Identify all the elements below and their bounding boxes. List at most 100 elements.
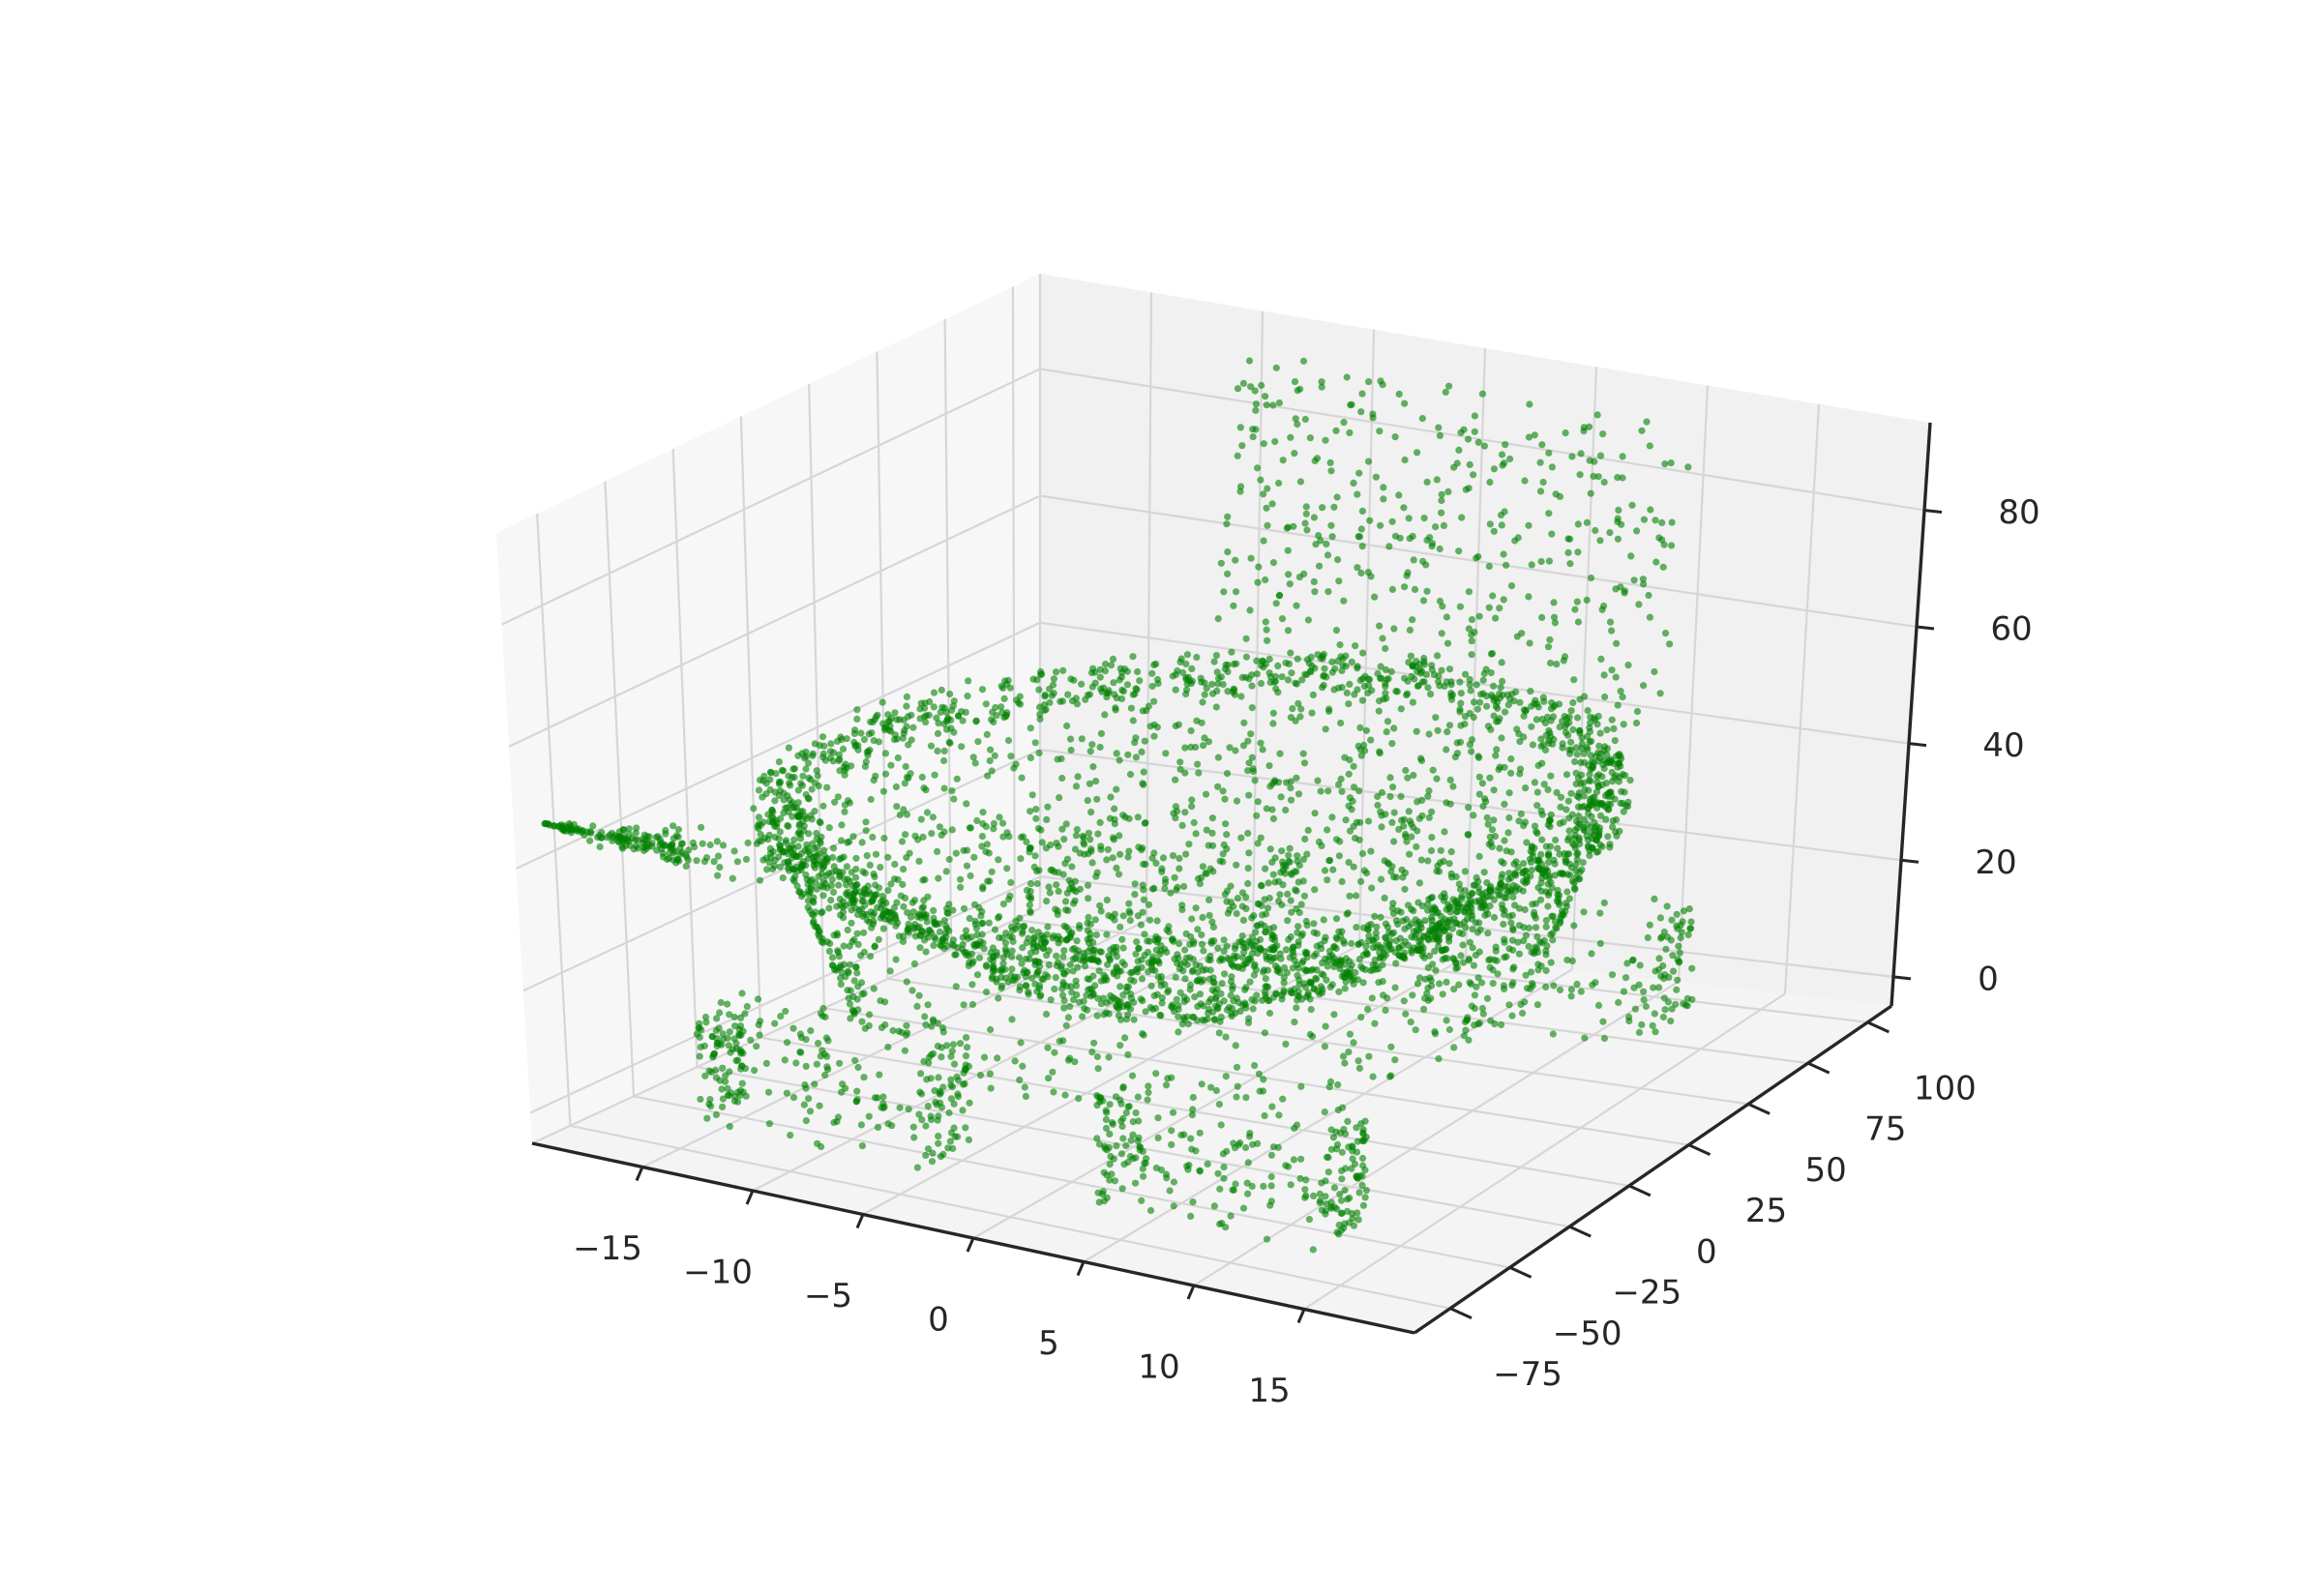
scatter-point	[729, 874, 736, 882]
scatter-point	[833, 930, 841, 937]
scatter-point	[946, 1138, 955, 1145]
scatter-point	[1468, 908, 1475, 916]
scatter-point	[1026, 844, 1033, 852]
scatter-point	[1341, 1186, 1349, 1195]
scatter-point	[818, 909, 825, 917]
scatter-point	[1405, 923, 1413, 931]
scatter-point	[948, 787, 956, 795]
scatter-point	[1257, 680, 1265, 688]
scatter-point	[1175, 1028, 1182, 1036]
scatter-point	[1409, 532, 1416, 541]
scatter-point	[1140, 1172, 1147, 1180]
scatter-point	[1318, 378, 1325, 386]
scatter-point	[1663, 933, 1672, 941]
scatter-point	[1339, 1052, 1348, 1060]
scatter-point	[1119, 688, 1127, 695]
x-tick-mark	[745, 1190, 755, 1205]
scatter-point	[1465, 588, 1473, 596]
scatter-point	[1084, 975, 1091, 983]
scatter-point	[1445, 937, 1453, 945]
scatter-point	[724, 1091, 731, 1099]
scatter-point	[1310, 514, 1318, 521]
scatter-point	[910, 960, 919, 968]
scatter-point	[1400, 822, 1408, 830]
scatter-point	[1271, 672, 1279, 680]
scatter-point	[1599, 761, 1607, 769]
scatter-point	[696, 1033, 703, 1041]
scatter-point	[1357, 408, 1365, 416]
scatter-point	[978, 833, 987, 841]
scatter-point	[1622, 974, 1630, 982]
scatter-point	[933, 714, 940, 722]
scatter-point	[1354, 1209, 1361, 1217]
scatter-point	[1075, 1095, 1083, 1103]
scatter-point	[1588, 737, 1595, 745]
scatter-point	[1035, 686, 1043, 694]
scatter-point	[779, 874, 787, 882]
scatter-point	[1092, 931, 1100, 939]
scatter-point	[756, 776, 764, 784]
scatter-point	[1138, 1197, 1146, 1204]
scatter-point	[1357, 569, 1365, 577]
scatter-point	[1084, 797, 1091, 805]
scatter-point	[1337, 719, 1345, 727]
scatter-point	[1249, 426, 1257, 433]
scatter-point	[1291, 450, 1298, 458]
scatter-point	[1397, 705, 1405, 713]
scatter-point	[1466, 709, 1474, 718]
scatter-point	[1578, 745, 1586, 753]
scatter-point	[1621, 788, 1628, 796]
scatter-point	[879, 787, 888, 795]
scatter-point	[1371, 593, 1379, 601]
scatter-point	[939, 1083, 947, 1091]
scatter-point	[966, 914, 973, 923]
scatter-point	[1266, 783, 1274, 790]
scatter-point	[1526, 400, 1533, 408]
scatter-point	[1125, 847, 1133, 855]
scatter-point	[930, 1018, 938, 1025]
scatter-point	[1017, 855, 1025, 863]
scatter-point	[1263, 504, 1270, 512]
scatter-point	[870, 985, 878, 992]
scatter-point	[804, 759, 813, 767]
grid-line-y-floor	[633, 1095, 1510, 1269]
scatter-point	[1437, 846, 1444, 854]
scatter-point	[1116, 850, 1124, 858]
scatter-point	[1103, 856, 1111, 864]
scatter-point	[1392, 960, 1400, 967]
scatter-point	[860, 929, 868, 936]
scatter-point	[987, 746, 995, 754]
scatter-point	[1224, 688, 1232, 695]
x-tick-label: 5	[1038, 1324, 1059, 1363]
scatter-point	[813, 885, 820, 893]
scatter-point	[1498, 734, 1505, 742]
scatter-point	[1397, 792, 1405, 801]
scatter-point	[953, 1073, 961, 1080]
scatter-point	[939, 1150, 947, 1158]
scatter-point	[1085, 895, 1092, 902]
scatter-point	[1519, 1009, 1527, 1018]
scatter-point	[1050, 1088, 1057, 1096]
scatter-point	[1248, 754, 1256, 761]
scatter-point	[789, 813, 796, 820]
scatter-point	[1239, 961, 1247, 969]
scatter-point	[713, 1015, 721, 1022]
scatter-point	[1198, 678, 1206, 686]
scatter-point	[1257, 881, 1265, 890]
scatter-point	[1506, 455, 1514, 463]
scatter-point	[1231, 1144, 1239, 1152]
scatter-point	[1033, 971, 1041, 979]
scatter-point	[1345, 770, 1353, 778]
scatter-point	[1640, 516, 1648, 523]
scatter-point	[1008, 1016, 1016, 1023]
scatter-point	[1148, 959, 1156, 966]
scatter-point	[1489, 980, 1497, 988]
scatter-point	[1652, 558, 1660, 566]
scatter-point	[697, 1043, 704, 1051]
scatter-point	[1478, 890, 1486, 898]
scatter-point	[797, 780, 805, 787]
scatter-point	[1128, 1072, 1137, 1079]
scatter-point	[1444, 488, 1452, 495]
scatter-point	[987, 1084, 995, 1092]
scatter-point	[1326, 856, 1334, 865]
